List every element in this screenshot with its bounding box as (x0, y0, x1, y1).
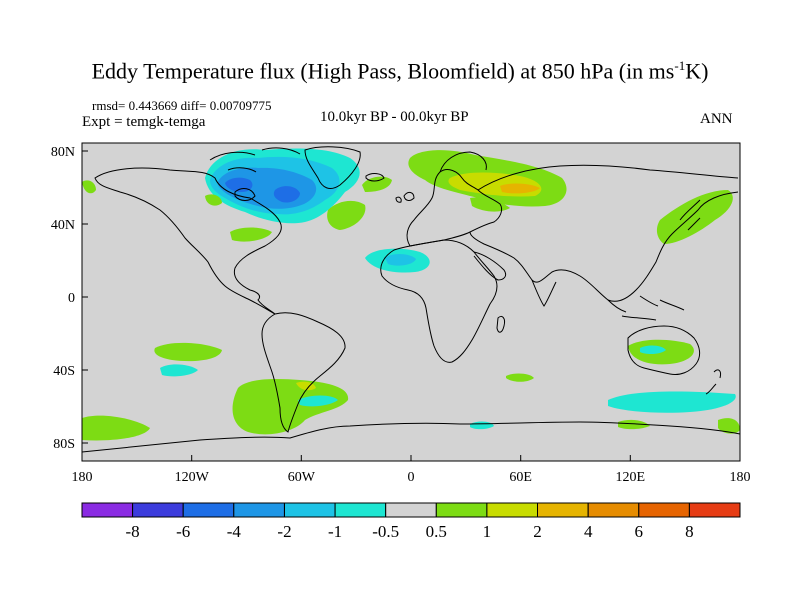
lon-label-60w: 60W (288, 470, 316, 485)
map-panel: 80N 40N 0 40S 80S 180 120W 60W 0 60E 120… (51, 142, 751, 485)
stats-text: rmsd= 0.443669 diff= 0.00709775 (92, 98, 272, 113)
coastline-asia (469, 164, 739, 302)
lon-label-180e: 180 (730, 470, 751, 485)
lat-label-80n: 80N (51, 145, 75, 160)
coastline-south-america (261, 312, 346, 433)
colorbar: -8 -6 -4 -2 -1 -0.5 0.5 1 2 4 6 8 (81, 502, 741, 541)
coastline-australia (627, 325, 701, 375)
colorbar-label-2: -4 (227, 522, 242, 541)
coastline-india (531, 279, 557, 307)
colorbar-label-10: 6 (635, 522, 644, 541)
anomaly-patch-south-pacific-green (154, 342, 222, 362)
coastline-southeast-asia-islands (607, 295, 685, 321)
coastline-greenland (304, 146, 361, 189)
lat-label-40n: 40N (51, 218, 75, 233)
axis-ticks (81, 150, 741, 461)
lat-label-80s: 80S (53, 437, 75, 452)
colorbar-bin-10 (587, 502, 640, 518)
coastline-arabia (473, 251, 507, 281)
anomaly-patch-indian-ocean-green (506, 373, 534, 382)
lon-label-120w: 120W (175, 470, 210, 485)
colorbar-bin-7 (435, 502, 488, 518)
colorbar-bin-8 (486, 502, 538, 518)
anomaly-patch-southern-ocean-green (82, 415, 150, 441)
title-main: Eddy Temperature flux (High Pass, Bloomf… (91, 58, 675, 84)
coastline-japan (679, 199, 701, 231)
anomaly-patch-australia-cyan (640, 345, 666, 355)
colorbar-label-3: -2 (277, 522, 291, 541)
colorbar-bin-11 (638, 502, 690, 518)
anomaly-patch-south-america-green (232, 378, 349, 435)
colorbar-label-7: 1 (483, 522, 492, 541)
coastline-antarctica (81, 421, 741, 453)
colorbar-bin-1 (132, 502, 184, 518)
colorbar-bin-4 (284, 502, 336, 518)
title-superscript: -1 (674, 58, 686, 73)
coastline-iceland (365, 173, 385, 182)
anomaly-patch-eurasia-orange (500, 183, 540, 194)
lat-label-0: 0 (68, 291, 75, 306)
coastline-new-zealand (705, 369, 721, 395)
anomaly-patch-north-america-darkblue (225, 177, 300, 203)
coastline-hudson-bay (234, 188, 256, 201)
colorbar-label-6: 0.5 (426, 522, 447, 541)
anomaly-patch-sahara-lightblue (385, 253, 416, 266)
coastline-madagascar (496, 315, 505, 333)
colorbar-label-1: -6 (176, 522, 190, 541)
colorbar-label-11: 8 (685, 522, 694, 541)
colorbar-bin-9 (537, 502, 589, 518)
colorbar-bin-3 (233, 502, 285, 518)
colorbar-bin-0 (81, 502, 134, 518)
title-end: K) (685, 58, 709, 84)
colorbar-bin-2 (182, 502, 235, 518)
anomaly-patch-north-atlantic (327, 176, 392, 230)
anomaly-patch-south-indian-cyan (608, 391, 736, 413)
lon-label-0: 0 (408, 470, 415, 485)
coastline-british-isles (395, 191, 415, 203)
anomaly-patch-europe-green (470, 197, 510, 212)
colorbar-label-4: -1 (328, 522, 342, 541)
coastline-north-america (94, 167, 282, 315)
colorbar-bin-6 (385, 502, 437, 518)
anomaly-patch-alaska-green (82, 180, 96, 194)
experiment-label: Expt = temgk-temga (82, 114, 206, 130)
map-background (82, 143, 740, 461)
colorbar-bin-5 (334, 502, 387, 518)
colorbar-label-9: 4 (584, 522, 593, 541)
colorbar-label-0: -8 (126, 522, 140, 541)
lon-label-180w: 180 (72, 470, 93, 485)
colorbar-label-5: -0.5 (372, 522, 399, 541)
coastline-arctic-islands (209, 147, 301, 173)
period-label: 10.0kyr BP - 00.0kyr BP (320, 109, 469, 125)
coastline-scandinavia (439, 151, 487, 173)
lat-label-40s: 40S (53, 364, 75, 379)
season-label: ANN (700, 111, 733, 127)
anomaly-fields (82, 148, 740, 441)
map-title: Eddy Temperature flux (High Pass, Bloomf… (0, 58, 800, 84)
colorbar-bin-12 (688, 502, 741, 518)
anomaly-patch-south-pacific-cyan (160, 364, 198, 377)
anomaly-patch-north-america-green (205, 194, 272, 242)
lon-label-60e: 60E (509, 470, 532, 485)
lon-label-120e: 120E (616, 470, 646, 485)
colorbar-label-8: 2 (533, 522, 542, 541)
anomaly-patch-south-atlantic-cyan (298, 395, 338, 407)
coastlines (81, 146, 741, 453)
